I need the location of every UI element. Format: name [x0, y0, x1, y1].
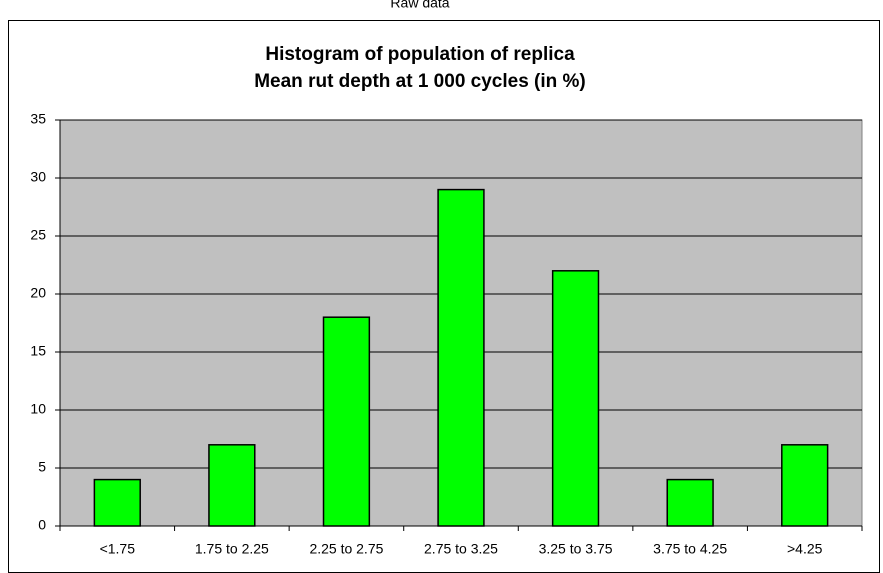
y-tick-label: 15: [30, 343, 46, 359]
x-tick-label: 2.75 to 3.25: [424, 541, 498, 557]
x-tick-label: 2.25 to 2.75: [309, 541, 383, 557]
y-tick-label: 5: [38, 459, 46, 475]
y-tick-label: 35: [30, 111, 46, 127]
bar: [208, 444, 256, 527]
y-tick-label: 30: [30, 169, 46, 185]
bar: [551, 270, 600, 527]
bar: [666, 478, 714, 527]
y-tick-label: 25: [30, 227, 46, 243]
x-tick-label: 3.25 to 3.75: [539, 541, 613, 557]
x-tick-label: <1.75: [100, 541, 136, 557]
y-tick-label: 0: [38, 517, 46, 533]
x-tick-label: 1.75 to 2.25: [195, 541, 269, 557]
y-tick-label: 20: [30, 285, 46, 301]
y-tick-label: 10: [30, 401, 46, 417]
page-header: Raw data: [390, 0, 449, 11]
bar: [781, 444, 829, 527]
chart-title: Histogram of population of replica: [265, 44, 575, 65]
bar: [93, 478, 141, 527]
bar: [322, 316, 371, 527]
bar: [437, 188, 485, 527]
chart-subtitle: Mean rut depth at 1 000 cycles (in %): [254, 71, 586, 92]
x-tick-label: 3.75 to 4.25: [653, 541, 727, 557]
x-tick-label: >4.25: [787, 541, 823, 557]
